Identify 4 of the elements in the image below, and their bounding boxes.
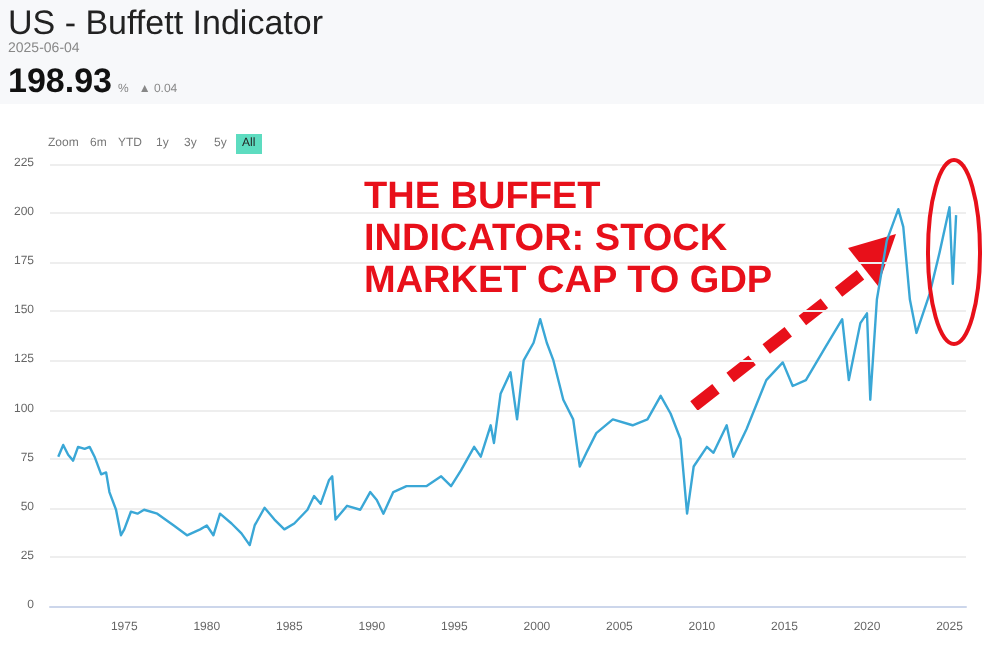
line-series bbox=[57, 206, 958, 547]
chart-title: US - Buffett Indicator bbox=[8, 4, 323, 42]
annotation: THE BUFFET INDICATOR: STOCK MARKET CAP TO GDP bbox=[364, 176, 775, 302]
text: 198.93 bbox=[8, 62, 112, 100]
